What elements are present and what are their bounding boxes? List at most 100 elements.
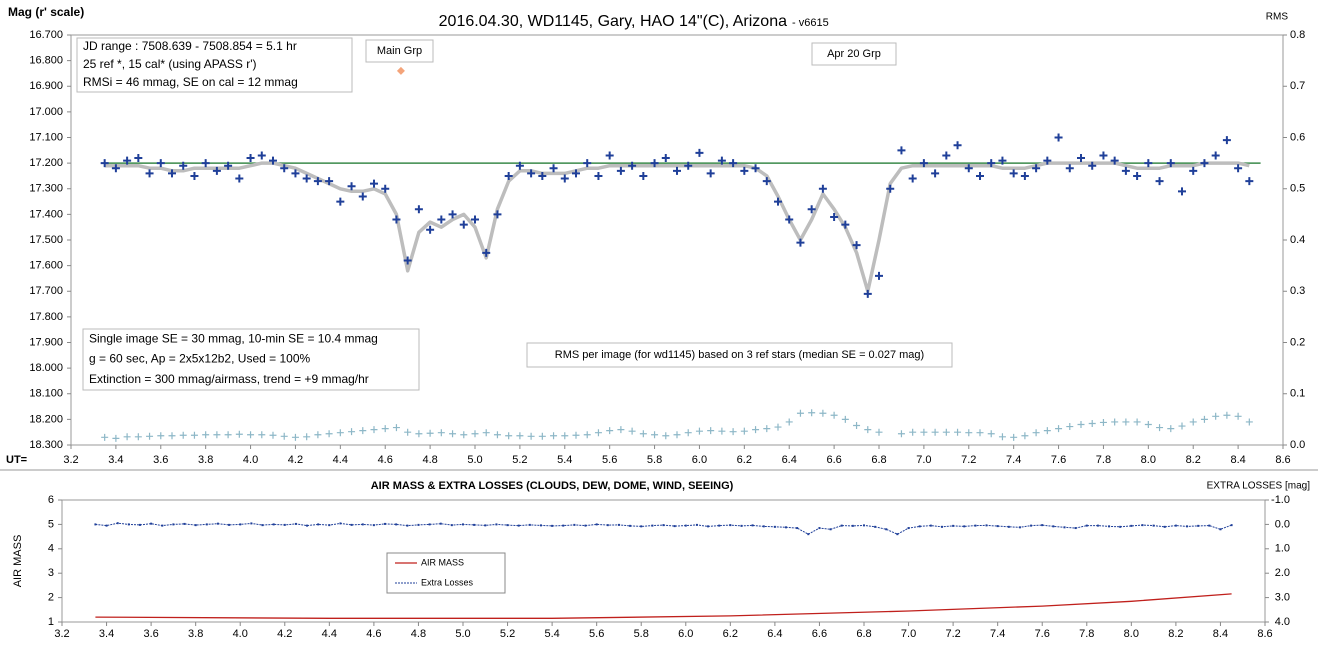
point xyxy=(920,428,928,436)
point xyxy=(785,215,794,224)
legend-box xyxy=(386,552,506,594)
point xyxy=(471,430,479,438)
x-tick-label: 3.4 xyxy=(99,628,114,640)
point xyxy=(729,428,737,436)
y2-tick-label: 0.0 xyxy=(1275,518,1290,530)
x-tick-label: 6.4 xyxy=(782,454,797,466)
point xyxy=(482,429,490,437)
point xyxy=(1052,525,1055,528)
y-tick-label: 16.700 xyxy=(29,29,63,41)
x-tick-label: 3.8 xyxy=(198,454,213,466)
point xyxy=(785,526,788,529)
point xyxy=(168,432,176,440)
point xyxy=(328,524,331,527)
point xyxy=(156,159,165,168)
point xyxy=(414,205,423,214)
point xyxy=(673,166,681,175)
point xyxy=(1208,524,1211,527)
point xyxy=(1234,164,1243,173)
point xyxy=(1085,524,1088,527)
y2-axis-label: RMS xyxy=(1266,12,1289,23)
point xyxy=(1018,526,1021,529)
x-tick-label: 7.6 xyxy=(1051,454,1066,466)
y2-tick-label: 4.0 xyxy=(1275,616,1290,628)
point xyxy=(1066,423,1074,431)
point xyxy=(224,161,233,170)
point xyxy=(493,210,502,219)
point xyxy=(595,523,598,526)
x-tick-label: 5.2 xyxy=(512,454,527,466)
point xyxy=(684,429,692,437)
point xyxy=(864,426,872,434)
point xyxy=(1167,425,1175,433)
plot-frame xyxy=(61,499,1266,623)
point xyxy=(538,432,546,440)
y-tick-label: 17.500 xyxy=(29,234,63,246)
x-axis-label: UT= xyxy=(6,454,27,466)
point xyxy=(179,161,188,170)
point xyxy=(774,423,782,431)
point xyxy=(896,533,899,536)
point xyxy=(261,524,264,527)
x-tick-label: 8.4 xyxy=(1213,628,1228,640)
point xyxy=(406,524,409,527)
point xyxy=(460,431,468,439)
y-tick-label: 18.000 xyxy=(29,362,63,374)
point xyxy=(348,428,356,436)
series-line xyxy=(104,161,1250,293)
x-tick-label: 6.6 xyxy=(826,454,841,466)
point xyxy=(172,523,175,526)
point xyxy=(392,215,401,224)
y-tick-label: 2 xyxy=(48,592,54,604)
point xyxy=(146,432,154,440)
point xyxy=(313,177,322,186)
point xyxy=(909,428,917,436)
point xyxy=(179,431,187,439)
point xyxy=(145,169,154,178)
point xyxy=(1041,524,1044,527)
point xyxy=(706,169,715,178)
y-tick-label: 18.200 xyxy=(29,413,63,425)
x-tick-label: 5.6 xyxy=(589,628,604,640)
point xyxy=(105,524,108,527)
point xyxy=(539,524,542,527)
point xyxy=(127,523,130,526)
point xyxy=(1055,425,1063,433)
x-tick-label: 6.8 xyxy=(871,454,886,466)
point xyxy=(194,524,197,527)
point xyxy=(439,522,442,525)
point xyxy=(840,524,843,527)
point xyxy=(291,433,299,441)
point xyxy=(560,174,569,183)
annotation-box xyxy=(76,37,353,93)
point xyxy=(428,523,431,526)
point xyxy=(235,174,244,183)
annotation-box xyxy=(526,342,953,368)
point xyxy=(280,164,289,173)
point xyxy=(381,425,389,433)
point xyxy=(796,527,799,530)
point xyxy=(493,431,501,439)
x-tick-label: 4.0 xyxy=(243,454,258,466)
point xyxy=(168,169,176,178)
point xyxy=(505,432,513,440)
point xyxy=(404,428,412,436)
x-tick-label: 4.8 xyxy=(422,454,437,466)
y-tick-label: 5 xyxy=(48,518,54,530)
point xyxy=(1108,525,1111,528)
point xyxy=(1211,151,1220,160)
point xyxy=(931,428,939,436)
point xyxy=(317,523,320,526)
point xyxy=(808,409,816,417)
x-tick-label: 4.2 xyxy=(277,628,292,640)
point xyxy=(774,197,782,206)
y2-tick-label: 2.0 xyxy=(1275,567,1290,579)
point xyxy=(517,524,520,527)
point xyxy=(851,524,854,527)
point xyxy=(1133,418,1141,426)
annotation-box xyxy=(82,328,420,391)
point xyxy=(819,409,827,417)
point xyxy=(1222,136,1231,145)
point xyxy=(695,523,698,526)
point xyxy=(437,429,445,437)
